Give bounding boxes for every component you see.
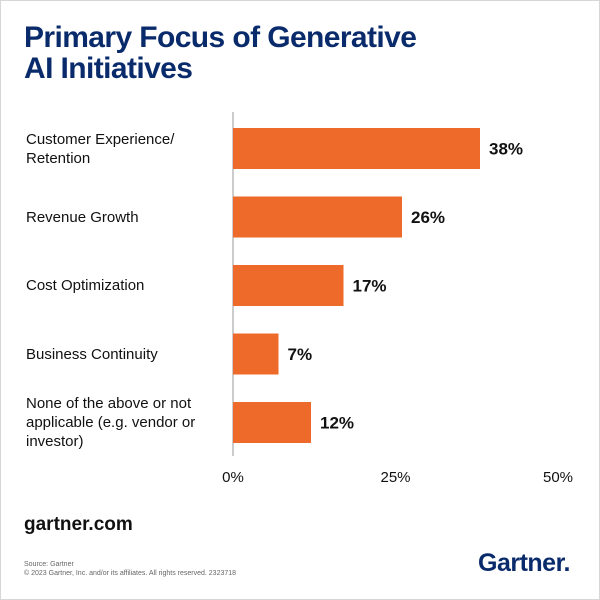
bar-value-label-2: 17% bbox=[353, 277, 387, 296]
bar-value-label-3: 7% bbox=[288, 345, 313, 364]
gartner-logo-text: Gartner bbox=[478, 549, 564, 577]
gartner-logo: Gartner. bbox=[478, 549, 570, 578]
site-url[interactable]: gartner.com bbox=[24, 514, 133, 535]
chart-title-line-2: AI Initiatives bbox=[24, 52, 193, 85]
copyright-note: © 2023 Gartner, Inc. and/or its affiliat… bbox=[24, 570, 237, 577]
category-label-0: Customer Experience/Retention bbox=[26, 130, 226, 168]
category-label-4-line-0: None of the above or not bbox=[26, 395, 192, 412]
bar-0 bbox=[233, 128, 480, 169]
category-label-2-line-0: Cost Optimization bbox=[26, 277, 145, 294]
bar-4 bbox=[233, 402, 311, 443]
chart-title: Primary Focus of Generative AI Initiativ… bbox=[24, 22, 544, 84]
x-tick-label-1: 25% bbox=[380, 469, 410, 486]
gartner-logo-dot: . bbox=[563, 549, 570, 577]
category-label-3: Business Continuity bbox=[26, 345, 226, 364]
category-label-4-line-2: investor) bbox=[26, 433, 84, 450]
category-label-0-line-0: Customer Experience/ bbox=[26, 130, 175, 148]
x-tick-label-2: 50% bbox=[543, 469, 573, 486]
bar-value-label-0: 38% bbox=[489, 140, 523, 159]
bar-1 bbox=[233, 196, 402, 238]
category-label-1: Revenue Growth bbox=[26, 208, 226, 227]
category-label-2: Cost Optimization bbox=[26, 276, 226, 295]
category-label-4-line-1: applicable (e.g. vendor or bbox=[26, 414, 196, 431]
category-label-3-line-0: Business Continuity bbox=[26, 345, 158, 363]
category-label-4: None of the above or not applicable (e.g.… bbox=[26, 394, 226, 451]
category-label-1-line-0: Revenue Growth bbox=[26, 208, 139, 226]
category-label-0-line-1: Retention bbox=[26, 149, 91, 167]
bar-2 bbox=[233, 265, 344, 306]
bar-value-label-4: 12% bbox=[320, 414, 354, 433]
bar-value-label-1: 26% bbox=[411, 208, 445, 227]
source-note: Source: Gartner bbox=[24, 561, 74, 568]
chart-title-line-1: Primary Focus of Generative bbox=[24, 21, 417, 54]
x-tick-label-0: 0% bbox=[222, 469, 244, 486]
bar-3 bbox=[233, 333, 279, 375]
